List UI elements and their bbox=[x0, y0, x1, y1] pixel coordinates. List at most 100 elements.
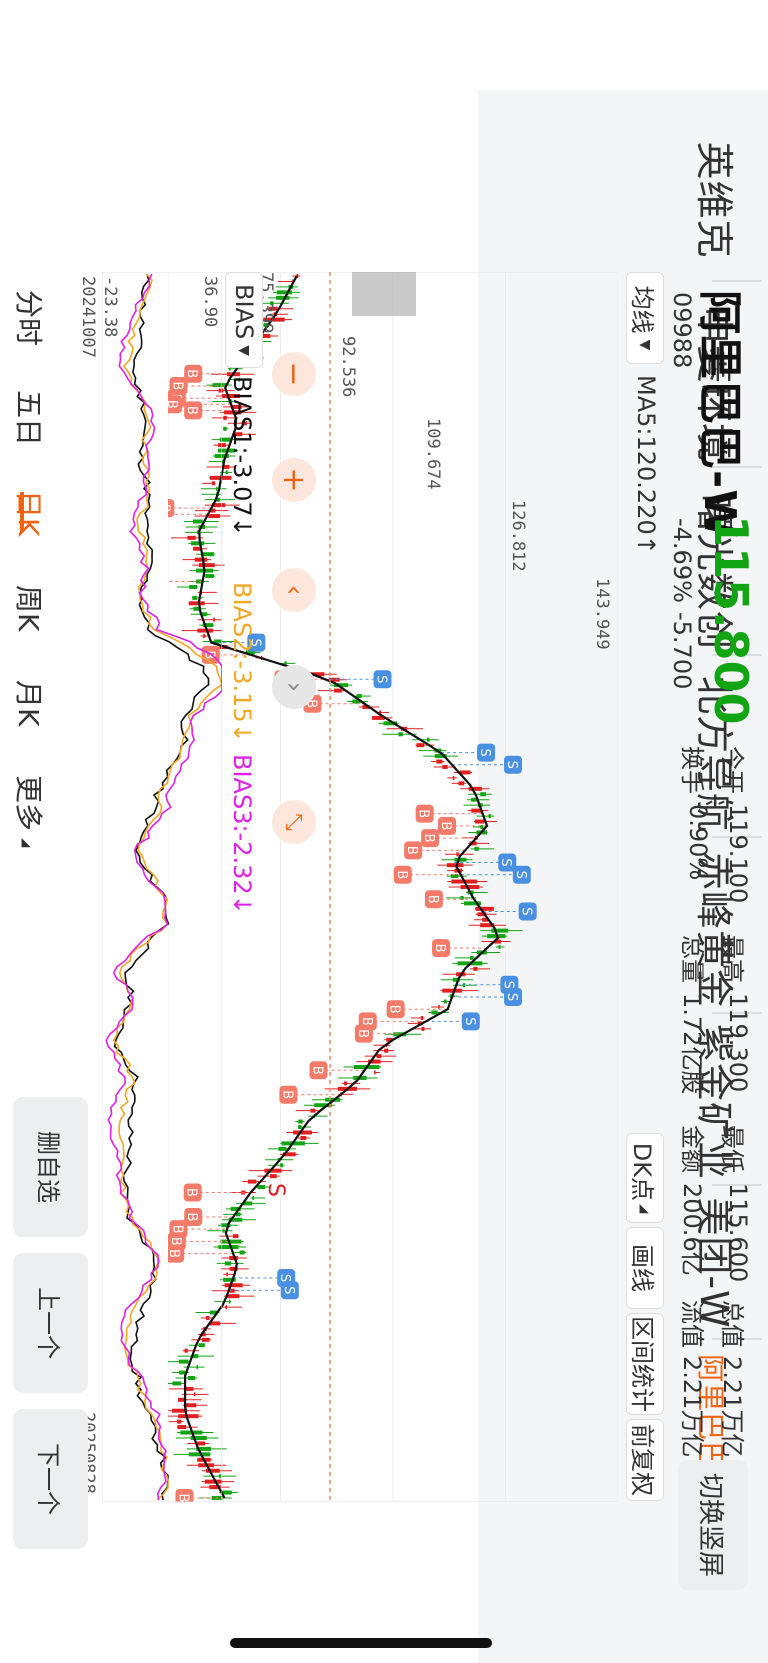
candle-body bbox=[179, 1370, 186, 1375]
candle-body bbox=[221, 394, 241, 399]
svg-text:B: B bbox=[394, 870, 409, 879]
candle-body bbox=[438, 1005, 440, 1010]
range-stats-button[interactable]: 区间统计 bbox=[626, 1313, 664, 1415]
ma-select[interactable]: 均线 ▼ bbox=[626, 272, 664, 364]
scroll-right-icon[interactable]: › bbox=[272, 665, 316, 709]
candle-body bbox=[269, 306, 278, 311]
candle-body bbox=[178, 1414, 199, 1419]
candle-body bbox=[384, 1048, 389, 1053]
buy-marker[interactable]: B bbox=[184, 401, 234, 420]
tab-daily-k[interactable]: 日K bbox=[12, 490, 45, 537]
switch-portrait-button[interactable]: 切换竖屏 bbox=[678, 1460, 748, 1590]
high-label: 最高 bbox=[718, 935, 746, 983]
next-button[interactable]: 下一个 bbox=[13, 1409, 88, 1549]
candle-body bbox=[372, 715, 385, 720]
svg-text:B: B bbox=[184, 1212, 199, 1221]
sell-marker[interactable]: S bbox=[452, 987, 523, 1006]
sell-marker[interactable]: S bbox=[329, 670, 392, 689]
candle-body bbox=[475, 819, 485, 824]
buy-marker[interactable]: B bbox=[438, 816, 488, 835]
buy-marker[interactable]: B bbox=[415, 804, 483, 823]
tab-monthly-k[interactable]: 月K bbox=[12, 680, 45, 727]
candle-body bbox=[172, 1408, 188, 1413]
buy-marker[interactable]: B bbox=[184, 364, 234, 383]
buy-marker[interactable]: B bbox=[432, 939, 488, 958]
tab-more[interactable]: 更多 bbox=[12, 775, 45, 832]
candle-body bbox=[193, 1392, 196, 1397]
candle-body bbox=[193, 606, 201, 611]
tab-five-day[interactable]: 五日 bbox=[12, 390, 45, 447]
tab-weekly-k[interactable]: 周K bbox=[12, 585, 45, 632]
svg-text:S: S bbox=[504, 761, 519, 769]
candle-body bbox=[196, 579, 203, 584]
candle-body bbox=[475, 906, 494, 911]
buy-marker[interactable]: B bbox=[404, 841, 466, 860]
candle-body bbox=[203, 634, 206, 639]
candle-body bbox=[223, 415, 227, 420]
corner-triangle-icon: ◢ bbox=[20, 838, 34, 848]
candle-body bbox=[193, 546, 202, 551]
svg-text:B: B bbox=[169, 382, 184, 391]
buy-marker[interactable]: B bbox=[168, 499, 212, 518]
price-tick: 143.949 bbox=[592, 578, 612, 650]
candle-body bbox=[443, 999, 447, 1004]
candle-body bbox=[416, 743, 425, 748]
price-tick: 92.536 bbox=[338, 336, 358, 398]
watchlist-tab[interactable]: 英维克 bbox=[692, 141, 737, 259]
dk-point-button[interactable]: DK点 ◢ bbox=[626, 1133, 664, 1223]
previous-button[interactable]: 上一个 bbox=[13, 1253, 88, 1393]
start-date: 20241007 bbox=[78, 276, 98, 358]
buy-marker[interactable]: B bbox=[354, 1024, 404, 1043]
candlestick-chart[interactable]: BBBBBBBBBBBBBBBBBBBBBBBBBBBBBSSSSSSSSSSS… bbox=[168, 272, 618, 1502]
buy-marker[interactable]: B bbox=[168, 395, 232, 414]
candle-body bbox=[205, 574, 214, 579]
draw-line-button[interactable]: 画线 bbox=[626, 1227, 664, 1309]
buy-marker[interactable]: B bbox=[309, 1061, 365, 1080]
bias-chart[interactable] bbox=[102, 272, 222, 1502]
buy-marker[interactable]: B bbox=[168, 505, 209, 523]
volume-label: 总量 bbox=[678, 935, 706, 983]
buy-marker[interactable]: B bbox=[279, 1085, 341, 1104]
buy-marker[interactable]: B bbox=[421, 829, 477, 848]
sell-marker[interactable]: S bbox=[482, 902, 537, 921]
collapse-icon[interactable]: ⤡ bbox=[272, 800, 316, 844]
svg-text:B: B bbox=[168, 504, 171, 513]
buy-marker[interactable]: B bbox=[393, 865, 461, 884]
market-cap-value: 2.21万亿 bbox=[718, 1356, 746, 1458]
remove-watchlist-button[interactable]: 删自选 bbox=[13, 1097, 88, 1237]
candle-body bbox=[225, 470, 228, 475]
chevron-down-icon: ▼ bbox=[637, 339, 653, 351]
tab-divider bbox=[712, 280, 762, 282]
candle-body bbox=[189, 584, 198, 589]
sell-marker[interactable]: S bbox=[454, 853, 517, 872]
buy-marker[interactable]: B bbox=[424, 890, 474, 909]
sell-marker[interactable]: S bbox=[460, 865, 531, 884]
indicator-select[interactable]: BIAS ▼ bbox=[225, 272, 263, 368]
svg-text:B: B bbox=[279, 1090, 294, 1099]
zoom-out-icon[interactable]: − bbox=[272, 352, 316, 396]
candle-body bbox=[460, 885, 480, 889]
sell-marker[interactable]: S bbox=[452, 755, 523, 774]
svg-text:S: S bbox=[247, 638, 262, 646]
buy-marker[interactable]: B bbox=[168, 1244, 234, 1263]
sell-marker[interactable]: S bbox=[425, 1012, 480, 1031]
svg-text:S: S bbox=[373, 675, 388, 683]
buy-marker[interactable]: B bbox=[183, 1183, 251, 1202]
sell-marker[interactable]: S bbox=[211, 633, 266, 652]
dk-label: DK点 bbox=[628, 1142, 657, 1201]
buy-marker[interactable]: B bbox=[175, 1489, 225, 1502]
buy-marker[interactable]: B bbox=[184, 1207, 234, 1226]
adjust-button[interactable]: 前复权 bbox=[626, 1419, 664, 1501]
svg-text:B: B bbox=[184, 406, 199, 415]
cursor-handle[interactable] bbox=[352, 272, 416, 316]
svg-text:S: S bbox=[462, 1017, 477, 1025]
buy-marker[interactable]: B bbox=[387, 1000, 448, 1019]
scroll-left-icon[interactable]: ‹ bbox=[272, 568, 316, 612]
tab-intraday[interactable]: 分时 bbox=[12, 290, 45, 347]
sell-marker[interactable]: S bbox=[441, 743, 496, 762]
candle-body bbox=[230, 404, 242, 409]
svg-text:S: S bbox=[281, 1286, 296, 1294]
candle-body bbox=[480, 792, 486, 797]
zoom-in-icon[interactable]: + bbox=[272, 458, 316, 502]
sell-marker[interactable]: S bbox=[228, 1281, 299, 1300]
